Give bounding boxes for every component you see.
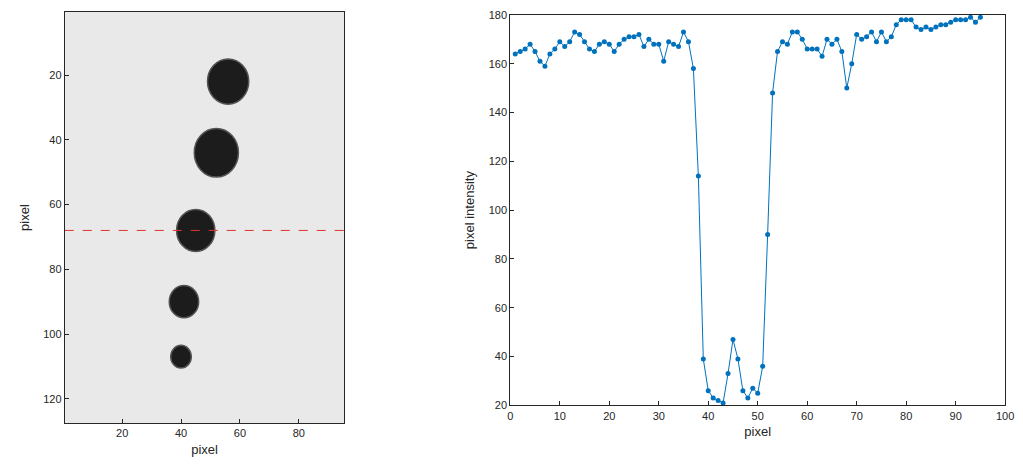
- svg-text:0: 0: [507, 410, 513, 422]
- svg-text:100: 100: [996, 410, 1014, 422]
- svg-text:20: 20: [495, 399, 507, 411]
- svg-text:20: 20: [49, 69, 61, 81]
- svg-text:60: 60: [801, 410, 813, 422]
- svg-text:80: 80: [49, 263, 61, 275]
- svg-text:40: 40: [49, 134, 61, 146]
- svg-text:120: 120: [43, 393, 61, 405]
- svg-text:40: 40: [175, 427, 187, 439]
- svg-text:20: 20: [603, 410, 615, 422]
- svg-text:30: 30: [653, 410, 665, 422]
- svg-text:160: 160: [489, 58, 507, 70]
- svg-text:20: 20: [116, 427, 128, 439]
- svg-text:80: 80: [293, 427, 305, 439]
- svg-text:60: 60: [234, 427, 246, 439]
- svg-text:60: 60: [49, 198, 61, 210]
- svg-text:pixel: pixel: [17, 204, 32, 231]
- svg-text:100: 100: [43, 328, 61, 340]
- svg-text:100: 100: [489, 204, 507, 216]
- svg-text:120: 120: [489, 155, 507, 167]
- svg-text:pixel intensity: pixel intensity: [462, 171, 477, 250]
- svg-text:140: 140: [489, 106, 507, 118]
- svg-text:90: 90: [950, 410, 962, 422]
- svg-text:40: 40: [702, 410, 714, 422]
- svg-text:40: 40: [495, 350, 507, 362]
- svg-text:80: 80: [495, 253, 507, 265]
- svg-text:70: 70: [851, 410, 863, 422]
- svg-text:pixel: pixel: [191, 442, 218, 457]
- svg-text:60: 60: [495, 302, 507, 314]
- svg-text:50: 50: [752, 410, 764, 422]
- svg-text:80: 80: [900, 410, 912, 422]
- svg-text:180: 180: [489, 9, 507, 21]
- svg-text:pixel: pixel: [744, 424, 771, 439]
- svg-text:10: 10: [554, 410, 566, 422]
